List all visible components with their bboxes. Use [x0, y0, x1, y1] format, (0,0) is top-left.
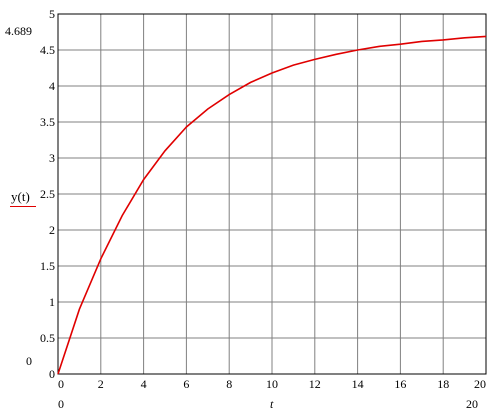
- y-tick-label: 3.5: [40, 115, 55, 129]
- y-range-max-label: 4.689: [5, 24, 32, 38]
- x-axis-label: t: [270, 397, 274, 411]
- y-tick-label: 0: [49, 367, 55, 381]
- series-line-y: [57, 35, 487, 375]
- y-tick-label: 1: [49, 295, 55, 309]
- x-range-max-label: 20: [466, 397, 478, 411]
- plot-frame: [57, 13, 487, 375]
- y-range-min-label: 0: [26, 354, 32, 368]
- x-tick-label: 18: [437, 377, 450, 391]
- x-tick-label: 6: [183, 377, 190, 391]
- x-tick-label: 8: [226, 377, 233, 391]
- y-tick-label: 1.5: [40, 259, 55, 273]
- x-tick-label: 12: [308, 377, 321, 391]
- grid-lines: [57, 13, 487, 375]
- x-range-min-label: 0: [58, 397, 64, 411]
- y-tick-label: 3: [49, 151, 55, 165]
- y-tick-label: 2: [49, 223, 55, 237]
- y-tick-label: 4: [49, 79, 55, 93]
- y-tick-label: 4.5: [40, 43, 55, 57]
- x-tick-label: 20: [474, 377, 486, 391]
- x-tick-label: 16: [394, 377, 407, 391]
- x-tick-label: 4: [140, 377, 147, 391]
- legend-line-y: [10, 206, 36, 207]
- x-tick-label: 0: [58, 377, 64, 391]
- x-tick-label: 2: [97, 377, 104, 391]
- y-tick-label: 2.5: [40, 187, 55, 201]
- x-tick-label: 10: [266, 377, 278, 391]
- y-tick-label: 0.5: [40, 331, 55, 345]
- y-tick-label: 5: [49, 7, 55, 21]
- x-tick-label: 14: [351, 377, 364, 391]
- series-label-y: y(t): [11, 189, 30, 204]
